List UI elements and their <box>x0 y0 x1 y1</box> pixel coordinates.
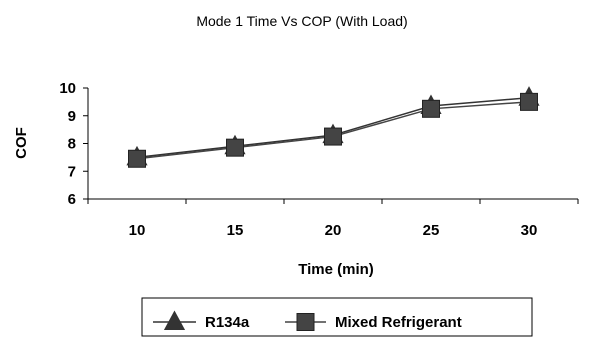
marker-triangle-legend <box>163 310 186 330</box>
y-tick-label: 8 <box>68 136 76 153</box>
y-tick-label: 7 <box>68 163 76 180</box>
x-tick-label: 20 <box>325 222 342 239</box>
series-layer <box>126 86 540 168</box>
x-ticks: 10 15 20 25 30 <box>87 199 579 239</box>
marker-square-point <box>422 99 440 118</box>
y-tick-label: 9 <box>68 108 76 125</box>
legend-box <box>141 297 533 337</box>
x-tick-label: 25 <box>423 222 440 239</box>
y-axis-label: COF <box>13 127 30 159</box>
legend-label-r134a: R134a <box>205 314 250 331</box>
x-tick-label: 10 <box>129 222 146 239</box>
marker-square-point <box>520 92 538 111</box>
y-tick-label: 6 <box>68 191 76 208</box>
x-tick-label: 30 <box>521 222 538 239</box>
marker-square-point <box>128 149 146 168</box>
marker-square-legend <box>296 313 315 331</box>
marker-square-point <box>324 127 342 146</box>
series-mixed-refrigerant <box>128 92 538 168</box>
legend: R134a Mixed Refrigerant <box>141 297 533 337</box>
legend-label-mixed-refrigerant: Mixed Refrigerant <box>335 314 462 331</box>
x-axis-label: Time (min) <box>298 261 374 278</box>
y-tick-label: 10 <box>59 80 76 97</box>
x-tick-label: 15 <box>227 222 244 239</box>
y-ticks: 6 7 8 9 10 <box>59 80 88 208</box>
chart-title: Mode 1 Time Vs COP (With Load) <box>196 13 407 29</box>
marker-square-point <box>226 138 244 157</box>
